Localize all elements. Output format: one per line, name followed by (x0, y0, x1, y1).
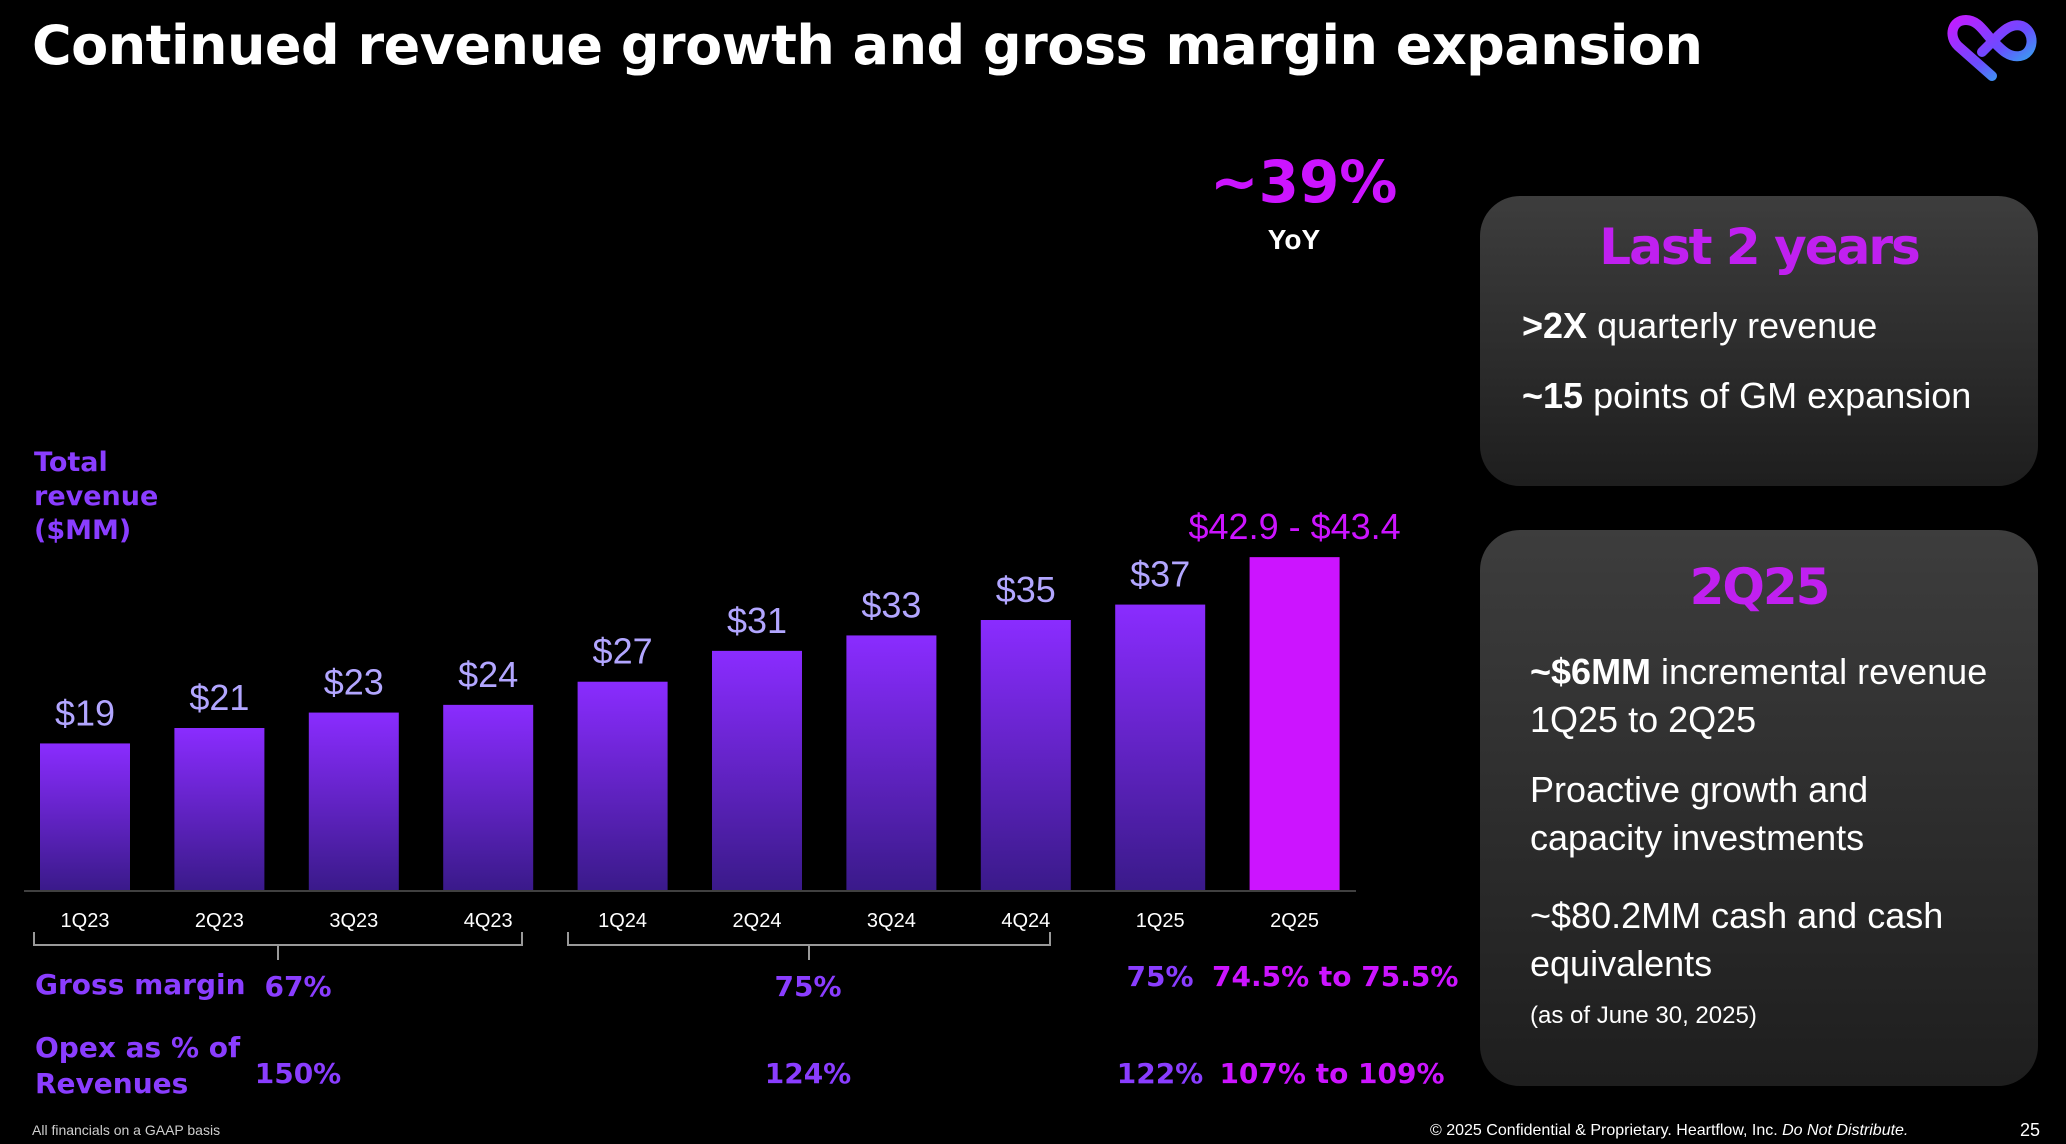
data-label-4q24: $35 (996, 569, 1056, 610)
q2-25-card: 2Q25 ~$6MM incremental revenue 1Q25 to 2… (1480, 530, 2038, 1086)
footer-note: All financials on a GAAP basis (32, 1122, 221, 1138)
revenue-bar-chart: $19 1Q23 $21 2Q23 $23 3Q23 $24 4Q23 $27 1Q24 $31 2Q… (24, 506, 1401, 960)
q2-25-item2: Proactive growth and capacity investment… (1530, 769, 1869, 858)
bar-4q24 (980, 620, 1071, 890)
opex-2024: 124% (764, 1057, 852, 1090)
line2-rest: points of GM expansion (1583, 375, 1972, 416)
yoy-growth-label: YoY (1267, 224, 1321, 255)
heartflow-logo-icon (1947, 15, 2037, 81)
data-label-2q23: $21 (189, 677, 249, 718)
bar-4q23 (443, 704, 534, 890)
do-not-distribute: Do Not Distribute. (1782, 1122, 1909, 1139)
bracket-2024 (567, 932, 1051, 960)
yoy-growth-value: ~39% (1210, 148, 1398, 216)
last-two-years-line1: >2X quarterly revenue (1522, 302, 2038, 350)
tick-label-2q25: 2Q25 (1270, 910, 1319, 932)
gross-margin-label: Gross margin (35, 968, 246, 1001)
tick-label-1q24: 1Q24 (598, 910, 647, 932)
data-label-2q24: $31 (727, 600, 787, 641)
opex-2023: 150% (254, 1057, 342, 1090)
gross-margin-2023: 67% (264, 970, 332, 1003)
tick-label-2q23: 2Q23 (195, 910, 244, 932)
data-label-1q23: $19 (55, 692, 115, 733)
q2-25-item1: ~$6MM incremental revenue 1Q25 to 2Q25 (1530, 648, 1998, 744)
page-title: Continued revenue growth and gross margi… (32, 14, 1703, 77)
tick-label-4q24: 4Q24 (1001, 910, 1050, 932)
tick-label-3q23: 3Q23 (329, 910, 378, 932)
bracket-2023 (33, 932, 523, 960)
q2-25-item3: ~$80.2MM cash and cash equivalents (1530, 895, 1944, 984)
page-number: 25 (2020, 1120, 2041, 1140)
gross-margin-1q25: 75% (1126, 960, 1194, 993)
bar-2q23 (174, 728, 265, 890)
bar-1q25 (1115, 604, 1206, 890)
bar-3q24 (846, 635, 937, 890)
opex-2q25: 107% to 109% (1219, 1057, 1445, 1090)
line2-bold: ~15 (1522, 375, 1584, 416)
copyright-text: © 2025 Confidential & Proprietary. Heart… (1430, 1122, 1783, 1139)
data-label-1q25: $37 (1130, 554, 1190, 595)
q2-25-title: 2Q25 (1689, 558, 1831, 616)
last-two-years-line2: ~15 points of GM expansion (1522, 372, 2038, 420)
last-two-years-title: Last 2 years (1599, 218, 1921, 276)
data-label-1q24: $27 (593, 631, 653, 672)
data-label-3q23: $23 (324, 662, 384, 703)
line1-rest: quarterly revenue (1587, 305, 1878, 346)
tick-label-4q23: 4Q23 (464, 910, 513, 932)
opex-label-line2: Revenues (35, 1067, 189, 1100)
data-label-2q25: $42.9 - $43.4 (1189, 506, 1401, 547)
footer-copyright: © 2025 Confidential & Proprietary. Heart… (1430, 1122, 1908, 1140)
opex-label: Opex as % of Revenues (35, 1030, 240, 1102)
tick-label-1q23: 1Q23 (61, 910, 110, 932)
item1-rest: incremental revenue 1Q25 to 2Q25 (1530, 651, 1988, 740)
bar-2q24 (712, 650, 802, 890)
y-axis-label-text: Total revenue ($MM) (34, 447, 159, 546)
y-axis-label: Total revenue ($MM) (34, 446, 234, 548)
data-label-3q24: $33 (861, 584, 921, 625)
item1-bold: ~$6MM (1530, 651, 1652, 692)
tick-label-1q25: 1Q25 (1136, 910, 1185, 932)
bar-1q23 (40, 743, 130, 890)
bar-2q25 (1249, 557, 1340, 890)
tick-label-3q24: 3Q24 (867, 910, 916, 932)
q2-25-note: (as of June 30, 2025) (1530, 1002, 1757, 1029)
bar-1q24 (577, 681, 668, 890)
opex-1q25: 122% (1116, 1057, 1204, 1090)
gross-margin-2q25: 74.5% to 75.5% (1212, 960, 1459, 993)
data-label-4q23: $24 (458, 654, 518, 695)
line1-bold: >2X (1522, 305, 1588, 346)
tick-label-2q24: 2Q24 (733, 910, 782, 932)
opex-label-line1: Opex as % of (35, 1031, 241, 1064)
gross-margin-2024: 75% (774, 970, 842, 1003)
bar-3q23 (308, 712, 399, 890)
last-two-years-card: Last 2 years >2X quarterly revenue ~15 p… (1480, 196, 2038, 486)
